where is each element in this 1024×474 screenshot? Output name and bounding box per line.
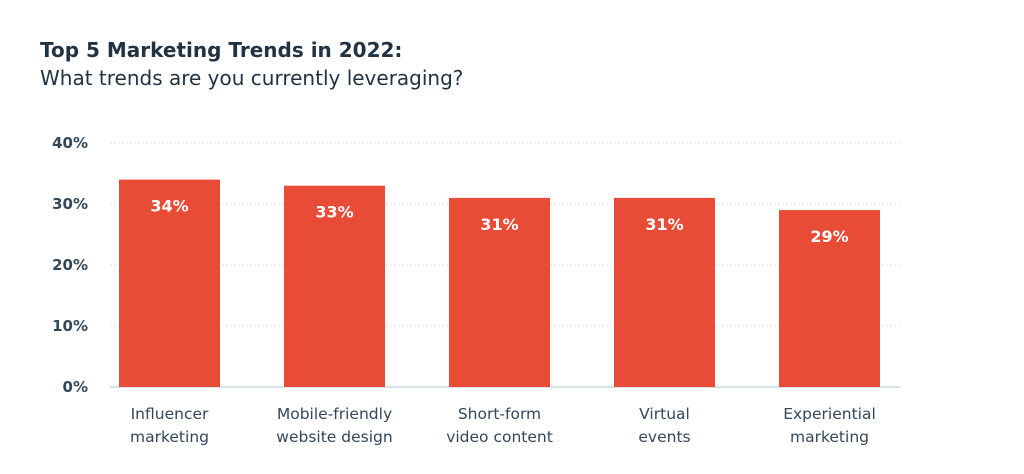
chart-title: Top 5 Marketing Trends in 2022: bbox=[40, 38, 403, 62]
y-tick-label: 0% bbox=[63, 378, 88, 396]
data-label: 29% bbox=[810, 227, 848, 246]
bar bbox=[779, 210, 880, 387]
x-tick-label: Influencer bbox=[131, 405, 209, 423]
data-label: 33% bbox=[315, 203, 353, 222]
y-tick-label: 40% bbox=[52, 134, 88, 152]
x-tick-label: marketing bbox=[790, 428, 869, 446]
bar bbox=[284, 185, 385, 387]
x-tick-label: events bbox=[638, 428, 690, 446]
bar bbox=[119, 179, 220, 387]
x-tick-label: website design bbox=[276, 428, 392, 446]
x-tick-label: Virtual bbox=[639, 405, 690, 423]
data-label: 34% bbox=[150, 197, 188, 216]
y-tick-label: 30% bbox=[52, 195, 88, 213]
data-label: 31% bbox=[645, 215, 683, 234]
bar bbox=[449, 197, 550, 387]
x-tick-label: marketing bbox=[130, 428, 209, 446]
x-tick-label: video content bbox=[446, 428, 553, 446]
x-tick-label: Mobile-friendly bbox=[277, 405, 392, 423]
bar bbox=[614, 197, 715, 387]
x-tick-label: Experiential bbox=[783, 405, 876, 423]
y-tick-label: 20% bbox=[52, 256, 88, 274]
y-tick-label: 10% bbox=[52, 317, 88, 335]
x-tick-label: Short-form bbox=[458, 405, 541, 423]
chart-subtitle: What trends are you currently leveraging… bbox=[40, 66, 464, 90]
data-label: 31% bbox=[480, 215, 518, 234]
